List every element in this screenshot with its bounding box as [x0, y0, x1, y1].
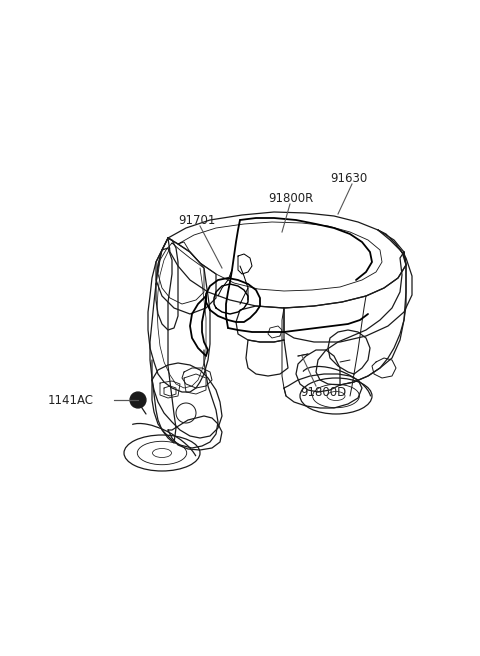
Text: 1141AC: 1141AC	[48, 394, 94, 407]
Ellipse shape	[130, 392, 146, 408]
Text: 91800R: 91800R	[268, 192, 313, 205]
Text: 91630: 91630	[330, 171, 367, 184]
Text: 91800D: 91800D	[300, 386, 346, 398]
Text: 91701: 91701	[178, 213, 216, 226]
